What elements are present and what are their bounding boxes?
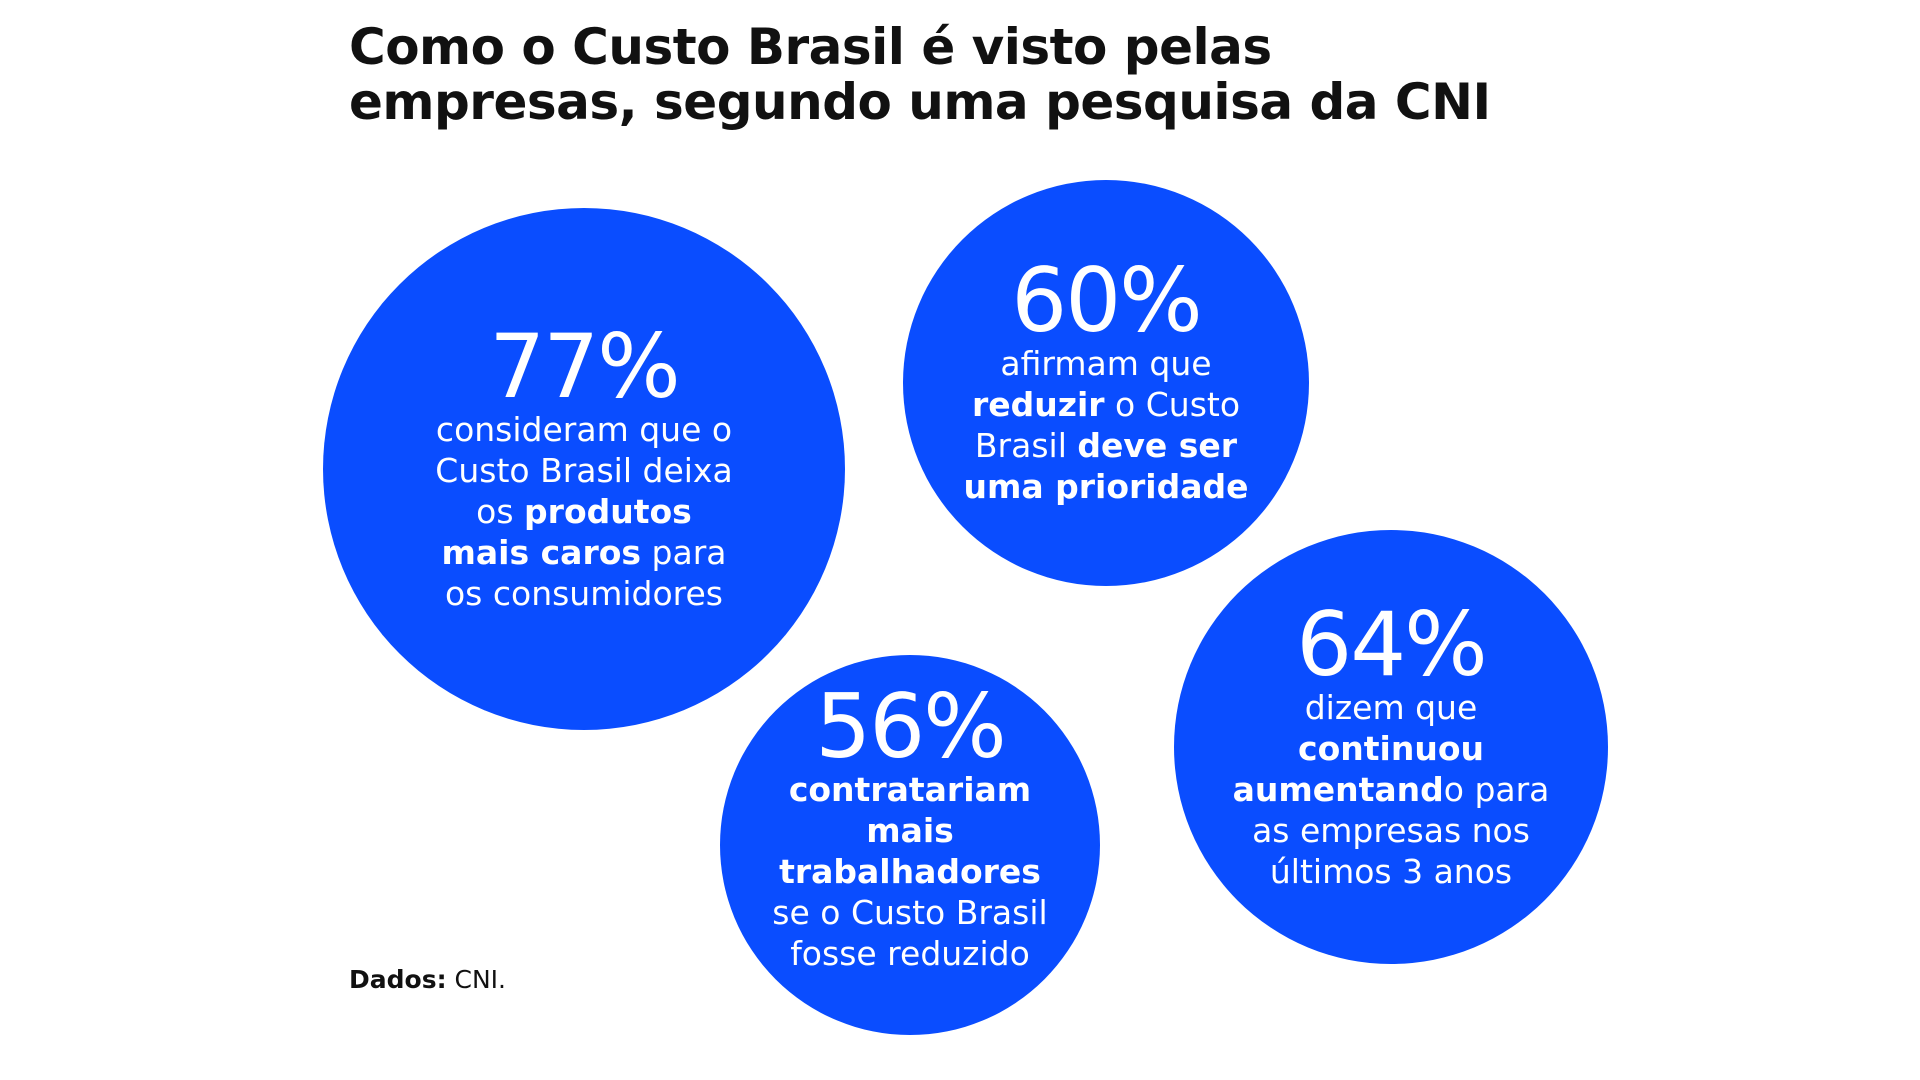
text-segment-bold: mais — [866, 811, 954, 850]
stat-text-line: mais caros para — [442, 532, 727, 573]
stat-value: 60% — [1011, 249, 1203, 352]
stat-text-line: os produtos — [476, 491, 692, 532]
text-segment-bold: contratariam — [788, 770, 1032, 809]
stat-text-line: consideram que o — [436, 409, 732, 450]
stat-text-line: os consumidores — [445, 573, 723, 614]
stat-text-line: trabalhadores — [779, 851, 1041, 892]
stat-text-line: fosse reduzido — [790, 933, 1030, 974]
title-line-2: empresas, segundo uma pesquisa da CNI — [349, 73, 1491, 131]
source-note: Dados: CNI. — [349, 965, 506, 994]
source-label: Dados: — [349, 965, 447, 994]
stat-circle-60: 60% afirmam que reduzir o Custo Brasil d… — [903, 180, 1309, 586]
stat-circle-64: 64% dizem que continuou aumentando para … — [1174, 530, 1608, 964]
text-segment: os — [476, 491, 525, 531]
page-title: Como o Custo Brasil é visto pelas empres… — [349, 20, 1491, 130]
stat-text-line: reduzir o Custo — [972, 384, 1240, 425]
stat-value: 77% — [489, 314, 681, 418]
text-segment: dizem que — [1304, 687, 1478, 727]
text-segment: as empresas nos — [1252, 810, 1530, 850]
text-segment: afirmam que — [1000, 344, 1212, 383]
stat-text-line: Custo Brasil deixa — [435, 450, 732, 491]
stat-text-line: contratariam — [789, 769, 1031, 810]
text-segment-bold: uma prioridade — [963, 467, 1249, 506]
text-segment: fosse reduzido — [790, 934, 1030, 973]
stat-text-line: dizem que — [1305, 687, 1478, 728]
text-segment: os consumidores — [444, 573, 724, 613]
text-segment: se o Custo Brasil — [772, 893, 1048, 932]
text-segment-bold: reduzir — [971, 385, 1105, 424]
stat-text-line: últimos 3 anos — [1270, 851, 1512, 892]
title-line-1: Como o Custo Brasil é visto pelas — [349, 18, 1272, 76]
stat-text-line: aumentando para — [1233, 769, 1550, 810]
stat-text-line: mais — [866, 810, 954, 851]
stat-text-line: Brasil deve ser — [975, 425, 1237, 466]
stat-circle-77: 77% consideram que o Custo Brasil deixa … — [323, 208, 845, 730]
text-segment: Brasil — [974, 426, 1078, 465]
text-segment-bold: continuou — [1298, 728, 1484, 768]
text-segment: Custo Brasil deixa — [435, 450, 733, 490]
text-segment-bold: produtos — [524, 491, 692, 531]
stat-text-line: continuou — [1298, 728, 1484, 769]
text-segment-bold: trabalhadores — [779, 852, 1041, 891]
stat-text-line: se o Custo Brasil — [772, 892, 1047, 933]
text-segment: o Custo — [1104, 385, 1241, 424]
stat-text-line: as empresas nos — [1252, 810, 1530, 851]
text-segment-bold: aumentand — [1232, 769, 1444, 809]
stat-text-line: afirmam que — [1000, 343, 1211, 384]
stat-circle-56: 56% contratariam mais trabalhadores se o… — [720, 655, 1100, 1035]
text-segment: para — [641, 532, 727, 572]
stat-value: 64% — [1296, 592, 1488, 696]
text-segment-bold: mais caros — [441, 532, 642, 572]
stat-text-line: uma prioridade — [964, 466, 1249, 507]
source-value: CNI. — [446, 965, 507, 994]
text-segment-bold: deve ser — [1077, 426, 1238, 465]
text-segment: consideram que o — [435, 409, 733, 449]
stat-value: 56% — [815, 675, 1007, 778]
text-segment: últimos 3 anos — [1269, 851, 1513, 891]
text-segment: o para — [1443, 769, 1550, 809]
